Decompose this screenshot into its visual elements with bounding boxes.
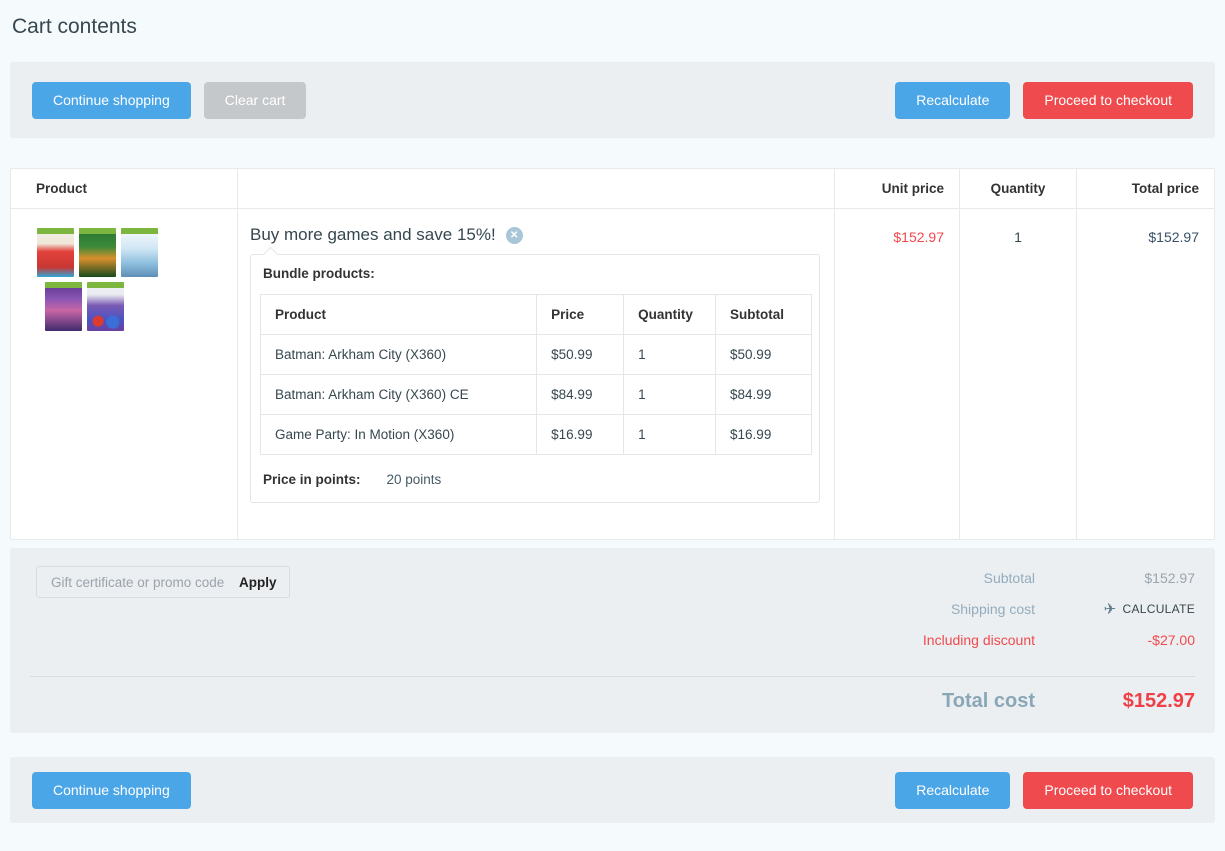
product-name-link[interactable]: Buy more games and save 15%! <box>250 225 496 244</box>
bundle-product-name: Batman: Arkham City (X360) <box>259 334 538 375</box>
cart-table: Product Unit price Quantity Total price … <box>10 168 1215 540</box>
product-name-row: Buy more games and save 15%! ✕ <box>250 225 820 245</box>
calculate-label: CALCULATE <box>1122 601 1195 616</box>
delete-item-icon[interactable]: ✕ <box>505 226 523 244</box>
cart-table-header-row: Product Unit price Quantity Total price <box>11 169 1214 209</box>
bundle-row: Game Party: In Motion (X360) $16.99 1 $1… <box>259 414 812 455</box>
top-toolbar-right: Recalculate Proceed to checkout <box>895 81 1193 119</box>
top-toolbar: Continue shopping Clear cart Recalculate… <box>10 62 1215 138</box>
total-cost-row: Total cost $152.97 <box>942 690 1195 713</box>
product-thumbnail-5[interactable] <box>87 282 124 331</box>
bundle-product-subtotal: $16.99 <box>715 414 812 455</box>
product-thumbnail-3[interactable] <box>121 228 158 277</box>
bundle-product-name: Batman: Arkham City (X360) CE <box>259 374 538 415</box>
continue-shopping-button[interactable]: Continue shopping <box>32 81 191 119</box>
proceed-to-checkout-button-bottom[interactable]: Proceed to checkout <box>1023 771 1193 809</box>
product-image-cell <box>11 209 238 539</box>
top-toolbar-left: Continue shopping Clear cart <box>32 81 307 119</box>
bundle-header-quantity: Quantity <box>623 294 717 335</box>
bundle-header-row: Product Price Quantity Subtotal <box>259 294 812 335</box>
calculate-shipping-link[interactable]: ✈ CALCULATE <box>1104 600 1195 618</box>
bundle-header-price: Price <box>536 294 625 335</box>
product-info-cell: Buy more games and save 15%! ✕ Bundle pr… <box>238 209 835 539</box>
cart-item-row: Buy more games and save 15%! ✕ Bundle pr… <box>11 209 1214 539</box>
discount-label: Including discount <box>922 631 1035 648</box>
page-title: Cart contents <box>12 15 137 38</box>
bundle-product-subtotal: $50.99 <box>715 334 812 375</box>
proceed-to-checkout-button[interactable]: Proceed to checkout <box>1023 81 1193 119</box>
price-in-points-label: Price in points: <box>263 472 361 487</box>
shipping-cost-row: Shipping cost ✈ CALCULATE <box>923 593 1195 624</box>
bundle-products-box: Bundle products: Product Price Quantity … <box>250 254 820 503</box>
header-total-price: Total price <box>1077 169 1214 209</box>
product-thumbnail-4[interactable] <box>45 282 82 331</box>
total-cost-label: Total cost <box>942 690 1035 712</box>
subtotal-row: Subtotal $152.97 <box>923 562 1195 593</box>
summary-divider <box>30 676 1195 677</box>
bundle-products-label: Bundle products: <box>263 266 375 281</box>
header-unit-price: Unit price <box>835 169 960 209</box>
item-unit-price: $152.97 <box>835 209 960 539</box>
apply-promo-button[interactable]: Apply <box>239 574 277 590</box>
subtotal-label: Subtotal <box>983 569 1035 586</box>
bottom-toolbar-right: Recalculate Proceed to checkout <box>895 771 1193 809</box>
continue-shopping-button-bottom[interactable]: Continue shopping <box>32 771 191 809</box>
price-in-points-value: 20 points <box>386 472 442 487</box>
plane-icon: ✈ <box>1103 600 1117 618</box>
bottom-toolbar-left: Continue shopping <box>32 771 191 809</box>
total-cost-value: $152.97 <box>1122 690 1195 712</box>
bundle-row: Batman: Arkham City (X360) $50.99 1 $50.… <box>259 334 812 375</box>
bottom-toolbar: Continue shopping Recalculate Proceed to… <box>10 757 1215 823</box>
bundle-row: Batman: Arkham City (X360) CE $84.99 1 $… <box>259 374 812 415</box>
product-thumbnail-1[interactable] <box>37 228 74 277</box>
shipping-cost-label: Shipping cost <box>950 600 1035 617</box>
cart-summary-panel: Apply Subtotal $152.97 Shipping cost ✈ CA… <box>10 548 1215 733</box>
bundle-product-quantity: 1 <box>623 374 717 415</box>
recalculate-button[interactable]: Recalculate <box>895 81 1011 119</box>
item-quantity: 1 <box>960 209 1077 539</box>
bundle-product-quantity: 1 <box>623 414 717 455</box>
totals-block: Subtotal $152.97 Shipping cost ✈ CALCULAT… <box>923 562 1195 655</box>
header-product: Product <box>11 169 238 209</box>
discount-value: -$27.00 <box>1147 631 1195 648</box>
bundle-header-subtotal: Subtotal <box>715 294 812 335</box>
price-in-points-row: Price in points: 20 points <box>260 472 810 487</box>
bundle-products-table: Product Price Quantity Subtotal Batman: … <box>259 294 812 455</box>
bundle-product-subtotal: $84.99 <box>715 374 812 415</box>
bundle-header-product: Product <box>259 294 538 335</box>
header-spacer <box>238 169 835 209</box>
item-total-price: $152.97 <box>1148 229 1199 245</box>
recalculate-button-bottom[interactable]: Recalculate <box>895 771 1011 809</box>
bundle-product-price: $50.99 <box>536 334 625 375</box>
discount-row: Including discount -$27.00 <box>923 624 1195 655</box>
bundle-product-price: $16.99 <box>536 414 625 455</box>
clear-cart-button[interactable]: Clear cart <box>203 81 307 119</box>
product-image-collage[interactable] <box>37 228 165 331</box>
bundle-product-price: $84.99 <box>536 374 625 415</box>
bundle-product-name: Game Party: In Motion (X360) <box>259 414 538 455</box>
subtotal-value: $152.97 <box>1144 569 1195 586</box>
promo-code-input[interactable] <box>49 573 229 591</box>
bundle-product-quantity: 1 <box>623 334 717 375</box>
header-quantity: Quantity <box>960 169 1077 209</box>
product-thumbnail-2[interactable] <box>79 228 116 277</box>
promo-code-box: Apply <box>36 566 290 598</box>
